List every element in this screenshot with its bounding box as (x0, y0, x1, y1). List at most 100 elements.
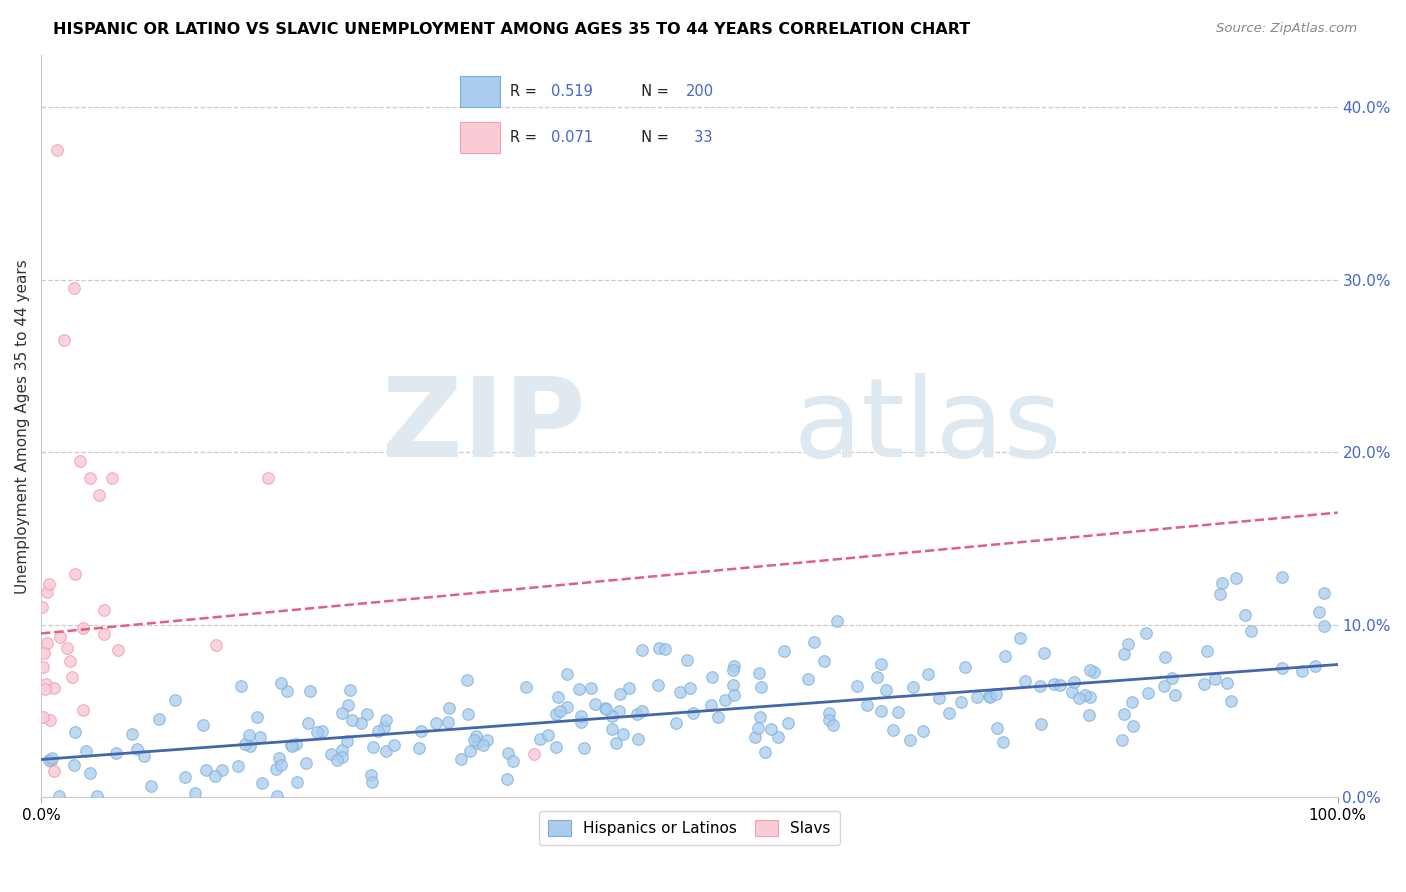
Point (148, 712, 170, 726)
Point (361, 775, 384, 789)
Point (60, 670, 83, 684)
Point (1225, 571, 1247, 585)
Point (457, 707, 479, 722)
Point (1112, 706, 1135, 721)
Point (38, 577, 60, 591)
Point (1153, 679, 1175, 693)
Point (898, 733, 921, 747)
Point (339, 683, 361, 698)
Point (886, 705, 908, 719)
Point (93, 603, 115, 617)
Point (1067, 690, 1090, 705)
Point (45, 143, 67, 157)
Point (295, 756, 318, 770)
Point (330, 743, 353, 757)
Point (856, 698, 879, 712)
Point (270, 676, 292, 690)
Point (547, 690, 569, 705)
Point (866, 670, 889, 684)
Point (246, 710, 269, 724)
Point (408, 741, 430, 756)
Point (1032, 646, 1054, 660)
Point (778, 715, 800, 730)
Point (311, 724, 333, 739)
Point (912, 724, 935, 739)
Point (979, 690, 1001, 704)
Point (1291, 665, 1313, 679)
Point (1121, 695, 1143, 709)
Point (89, 488, 111, 502)
Point (281, 739, 304, 754)
Point (269, 751, 291, 765)
Point (581, 681, 603, 695)
Point (803, 635, 825, 649)
Point (42, 764, 65, 779)
Point (204, 768, 226, 782)
Point (706, 710, 728, 724)
Point (1073, 688, 1095, 702)
Point (284, 737, 307, 751)
Point (744, 730, 766, 744)
Point (270, 758, 292, 772)
Point (1313, 619, 1336, 633)
Point (34, 681, 56, 696)
Point (536, 728, 558, 742)
Point (233, 737, 256, 751)
Point (37, 752, 59, 766)
Point (602, 709, 624, 723)
Point (1029, 679, 1052, 693)
Point (276, 684, 298, 698)
Point (32, 709, 55, 723)
Point (993, 735, 1015, 749)
Point (35, 636, 58, 650)
Point (627, 731, 650, 746)
Point (467, 736, 489, 750)
Point (723, 688, 745, 702)
Point (330, 750, 353, 764)
Point (984, 687, 1007, 701)
Point (63, 725, 86, 739)
Point (59, 655, 82, 669)
Point (1060, 685, 1083, 699)
Point (966, 690, 988, 704)
Point (465, 729, 488, 743)
Point (605, 736, 627, 750)
Point (529, 731, 551, 746)
Point (1233, 608, 1256, 623)
Point (1112, 647, 1135, 661)
Text: Source: ZipAtlas.com: Source: ZipAtlas.com (1216, 22, 1357, 36)
Point (747, 721, 769, 735)
Y-axis label: Unemployment Among Ages 35 to 44 years: Unemployment Among Ages 35 to 44 years (15, 259, 30, 594)
Point (569, 708, 592, 723)
Point (238, 729, 260, 743)
Point (721, 663, 744, 677)
Point (654, 641, 676, 656)
Point (373, 720, 395, 734)
Point (496, 772, 519, 787)
Point (1116, 637, 1139, 651)
Point (48, 789, 70, 803)
Point (548, 704, 571, 718)
Point (49, 630, 72, 644)
Point (134, 749, 156, 764)
Point (1164, 688, 1187, 702)
Point (1211, 576, 1233, 591)
Point (1031, 717, 1053, 731)
Point (994, 649, 1017, 664)
Point (32, 660, 55, 674)
Point (515, 680, 537, 694)
Point (917, 667, 939, 681)
Point (38, 714, 60, 728)
Point (870, 705, 893, 719)
Point (1270, 570, 1292, 584)
Point (367, 724, 389, 739)
Point (544, 740, 567, 755)
Point (62, 281, 84, 295)
Point (191, 718, 214, 732)
Point (600, 722, 623, 736)
Point (612, 727, 634, 741)
Point (1043, 677, 1066, 691)
Point (813, 654, 835, 668)
Point (31, 599, 53, 614)
Point (754, 745, 776, 759)
